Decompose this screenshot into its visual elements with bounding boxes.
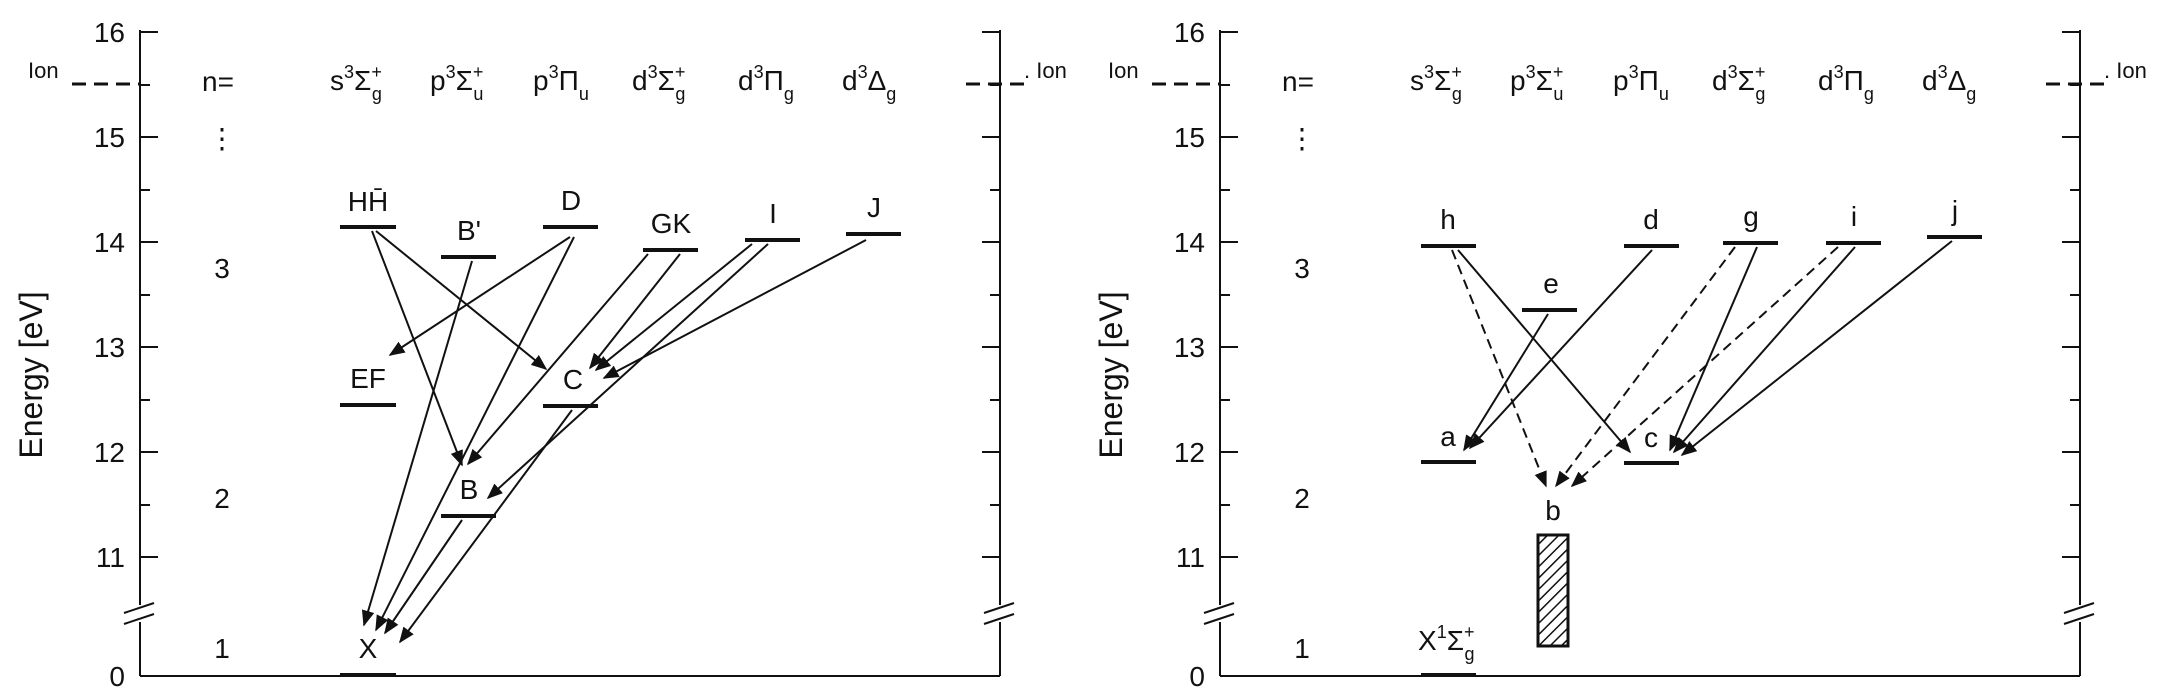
right-n-2: 2 [1294, 483, 1310, 514]
label-EF: EF [350, 363, 386, 394]
right-levels [1421, 235, 1982, 677]
right-ion-label-right: . Ion [2104, 58, 2147, 83]
left-header-d3Sg: d3Σ+ g [632, 62, 685, 104]
right-n-dots: ⋮ [1288, 123, 1316, 154]
label-h: h [1440, 204, 1456, 235]
label-j: j [1951, 195, 1958, 226]
label-I: I [769, 198, 777, 229]
left-tick-0: 0 [109, 661, 125, 692]
arrow-d-to-a [1468, 249, 1653, 450]
arrow-i-to-b [1570, 246, 1839, 488]
arrow-D-to-EF [388, 236, 571, 356]
level-b-continuum [1536, 533, 1570, 648]
arrow-i-to-c [1672, 246, 1856, 454]
arrow-C-to-X [399, 409, 573, 644]
left-series-headers: s3Σ+ g p3Σ+ u p3Πu d3Σ+ g d3Πg d3Δg [330, 62, 896, 104]
right-series-headers: s3Σ+ g p3Σ+ u p3Πu d3Σ+ g d3Πg d3Δg [1410, 62, 1976, 104]
right-header-d3Sg: d3Σ+ g [1712, 62, 1765, 104]
right-y-axis-title: Energy [eV] [1093, 291, 1129, 458]
label-d: d [1643, 204, 1659, 235]
right-tick-12: 12 [1174, 437, 1205, 468]
arrow-J-to-C [602, 239, 867, 379]
left-ion-label-right: . Ion [1024, 58, 1067, 83]
right-panel: 16 15 14 13 12 11 0 Energy [eV] Ion . Io… [1093, 17, 2147, 692]
left-axis-break [123, 602, 1015, 625]
label-GK: GK [651, 208, 692, 239]
right-tick-13: 13 [1174, 332, 1205, 363]
right-ticks [1220, 31, 2080, 558]
right-tick-15: 15 [1174, 122, 1205, 153]
left-n-1: 1 [214, 633, 230, 664]
label-HH: HH̄ [348, 186, 388, 217]
label-e: e [1543, 268, 1559, 299]
label-D: D [561, 185, 581, 216]
label-i: i [1851, 201, 1857, 232]
left-header-d3Pg: d3Πg [738, 62, 794, 104]
arrow-B-to-X [384, 519, 463, 635]
left-panel: 16 15 14 13 12 11 0 Energy [eV] Ion . Io… [13, 17, 1067, 692]
right-tick-16: 16 [1174, 17, 1205, 48]
left-header-s3Sg: s3Σ+ g [330, 62, 382, 104]
left-y-axis-title: Energy [eV] [13, 291, 49, 458]
right-header-d3Dg: d3Δg [1922, 62, 1976, 104]
left-header-d3Dg: d3Δg [842, 62, 896, 104]
label-c: c [1644, 422, 1658, 453]
right-n-label: n= [1282, 66, 1314, 97]
label-g: g [1743, 201, 1759, 232]
arrow-GK-to-B [466, 253, 649, 466]
left-tick-11: 11 [96, 542, 125, 573]
right-tick-11: 11 [1176, 542, 1205, 573]
left-tick-13: 13 [94, 332, 125, 363]
left-n-3: 3 [214, 253, 230, 284]
right-n-1: 1 [1294, 633, 1310, 664]
label-B: B [460, 474, 479, 505]
label-b: b [1545, 495, 1561, 526]
left-tick-16: 16 [94, 17, 125, 48]
label-Bprime: B' [457, 215, 481, 246]
right-ion-label: Ion [1108, 58, 1139, 83]
right-header-s3Sg: s3Σ+ g [1410, 62, 1462, 104]
right-header-p3Su: p3Σ+ u [1510, 62, 1563, 104]
left-tick-14: 14 [94, 227, 125, 258]
left-n-label: n= [202, 66, 234, 97]
left-header-p3Su: p3Σ+ u [430, 62, 483, 104]
left-n-2: 2 [214, 483, 230, 514]
arrow-e-to-a [1463, 313, 1549, 452]
right-header-d3Pg: d3Πg [1818, 62, 1874, 104]
left-transitions [361, 230, 867, 644]
label-J: J [867, 192, 881, 223]
arrow-g-to-b [1555, 246, 1736, 488]
label-a: a [1440, 421, 1456, 452]
right-transitions [1451, 240, 1953, 488]
arrow-h-to-c [1457, 249, 1632, 454]
left-header-p3Pu: p3Πu [533, 62, 589, 104]
label-C: C [563, 364, 583, 395]
arrow-j-to-c [1680, 240, 1953, 456]
arrow-Bprime-to-X [361, 260, 473, 627]
left-ion-label: Ion [28, 58, 59, 83]
arrow-GK-to-C [589, 253, 681, 370]
left-tick-12: 12 [94, 437, 125, 468]
right-n-3: 3 [1294, 253, 1310, 284]
label-X: X [359, 633, 378, 664]
arrow-h-to-b [1451, 249, 1547, 488]
right-header-p3Pu: p3Πu [1613, 62, 1669, 104]
left-n-dots: ⋮ [208, 123, 236, 154]
arrow-HH-to-B [371, 230, 463, 467]
right-tick-0: 0 [1189, 661, 1205, 692]
arrow-I-to-C [594, 243, 753, 372]
right-tick-14: 14 [1174, 227, 1205, 258]
left-ticks [140, 31, 1000, 558]
left-tick-15: 15 [94, 122, 125, 153]
arrow-D-to-X [375, 236, 575, 632]
arrow-I-to-B [486, 243, 769, 500]
right-axis-break [1203, 602, 2095, 625]
arrow-g-to-c [1669, 246, 1758, 452]
label-X1Sg: X1Σ+ g [1418, 622, 1475, 664]
